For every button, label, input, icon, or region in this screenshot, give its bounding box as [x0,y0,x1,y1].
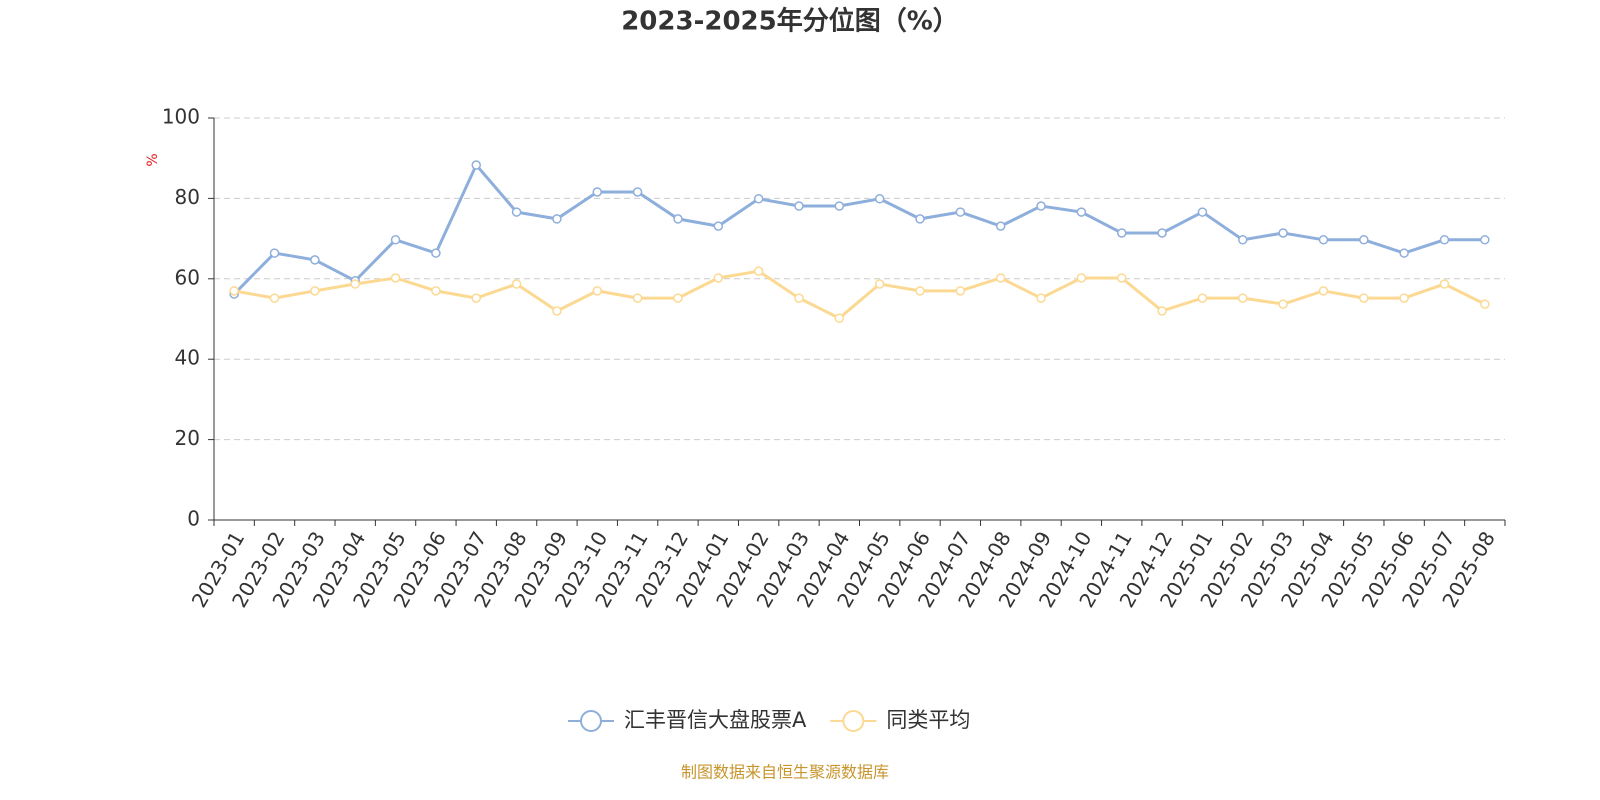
data-point [834,313,845,323]
data-point [1278,228,1288,238]
data-point [1399,248,1409,258]
data-point [310,255,320,265]
data-point [1197,207,1208,217]
data-point [1359,293,1369,303]
y-tick-label: 20 [175,426,200,450]
data-point [632,293,643,303]
data-point [955,286,966,296]
data-point [390,235,401,245]
data-point [1278,299,1288,309]
y-tick-label: 100 [162,105,200,129]
data-point [1318,286,1329,296]
data-point [1036,201,1046,211]
y-tick-label: 60 [175,265,200,289]
data-point [1399,293,1409,303]
data-point [1197,293,1208,303]
data-point [1238,293,1248,303]
data-point [955,207,966,217]
data-point [673,214,683,224]
data-point [431,248,441,258]
data-point [1076,273,1087,283]
data-point [592,187,603,197]
data-point [632,187,643,197]
legend-marker [580,710,602,732]
data-point [390,273,401,283]
data-point [1036,293,1046,303]
data-point [1480,299,1490,309]
data-point [874,194,885,204]
data-point [552,214,562,224]
y-axis-label: % [145,153,161,166]
data-point [471,160,481,170]
data-point [1076,207,1087,217]
data-point [753,194,764,204]
legend-marker [842,710,865,732]
data-point [1157,228,1167,238]
data-point [1439,235,1450,245]
data-point [1439,279,1450,289]
data-point [915,286,925,296]
data-point [1116,228,1127,238]
legend-label: 汇丰晋信大盘股票A [624,708,807,732]
series-line [233,269,1486,320]
data-point [1480,235,1490,245]
data-point [350,279,360,289]
y-tick-label: 40 [175,346,200,370]
data-point [794,201,804,211]
y-tick-label: 80 [175,185,200,209]
data-point [874,279,885,289]
data-point [713,221,724,231]
data-point [310,286,320,296]
series-line [233,162,1485,296]
data-point [269,248,280,258]
data-point [269,293,280,303]
data-point [511,207,522,217]
source-note: 制图数据来自恒生聚源数据库 [681,763,889,782]
data-point [834,201,845,211]
data-point [431,286,441,296]
data-point [794,293,804,303]
data-point [1157,306,1167,316]
data-point [713,273,724,283]
y-tick-label: 0 [187,507,200,531]
data-point [995,221,1006,231]
data-point [1116,273,1127,283]
data-point [1318,235,1329,245]
chart-title: 2023-2025年分位图（%） [621,6,959,37]
legend-label: 同类平均 [886,708,970,732]
data-point [471,293,481,303]
data-point [673,293,683,303]
data-point [592,286,603,296]
data-point [1238,235,1248,245]
data-point [511,279,522,289]
data-point [753,266,764,276]
data-point [915,214,925,224]
data-point [552,306,562,316]
data-point [995,273,1006,283]
data-point [1359,235,1369,245]
data-point [229,286,239,296]
